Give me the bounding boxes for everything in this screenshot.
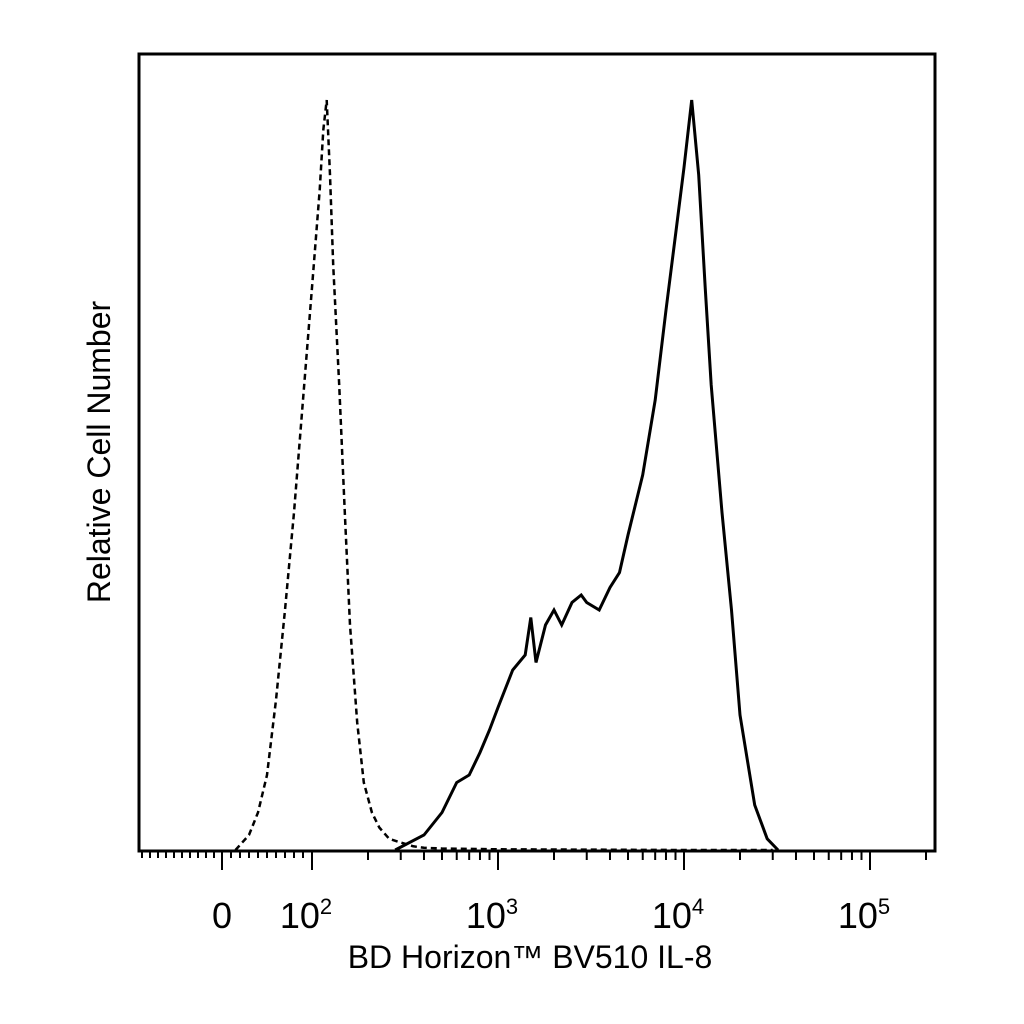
x-tick-label: 0 xyxy=(212,895,232,936)
x-axis-title: BD Horizon™ BV510 IL-8 xyxy=(348,939,713,975)
x-tick-label: 104 xyxy=(652,894,704,936)
y-axis-title: Relative Cell Number xyxy=(81,300,117,603)
plot-frame xyxy=(137,52,937,853)
x-axis-ticks xyxy=(141,850,927,870)
series-stained-solid xyxy=(394,99,780,852)
x-tick-label: 103 xyxy=(466,894,518,936)
x-tick-label: 102 xyxy=(280,894,332,936)
series-layer xyxy=(234,99,780,852)
x-tick-label: 105 xyxy=(838,894,890,936)
x-axis-tick-labels: 0 102 103 104 105 xyxy=(212,894,890,936)
series-isotype-control-dashed xyxy=(234,99,773,852)
